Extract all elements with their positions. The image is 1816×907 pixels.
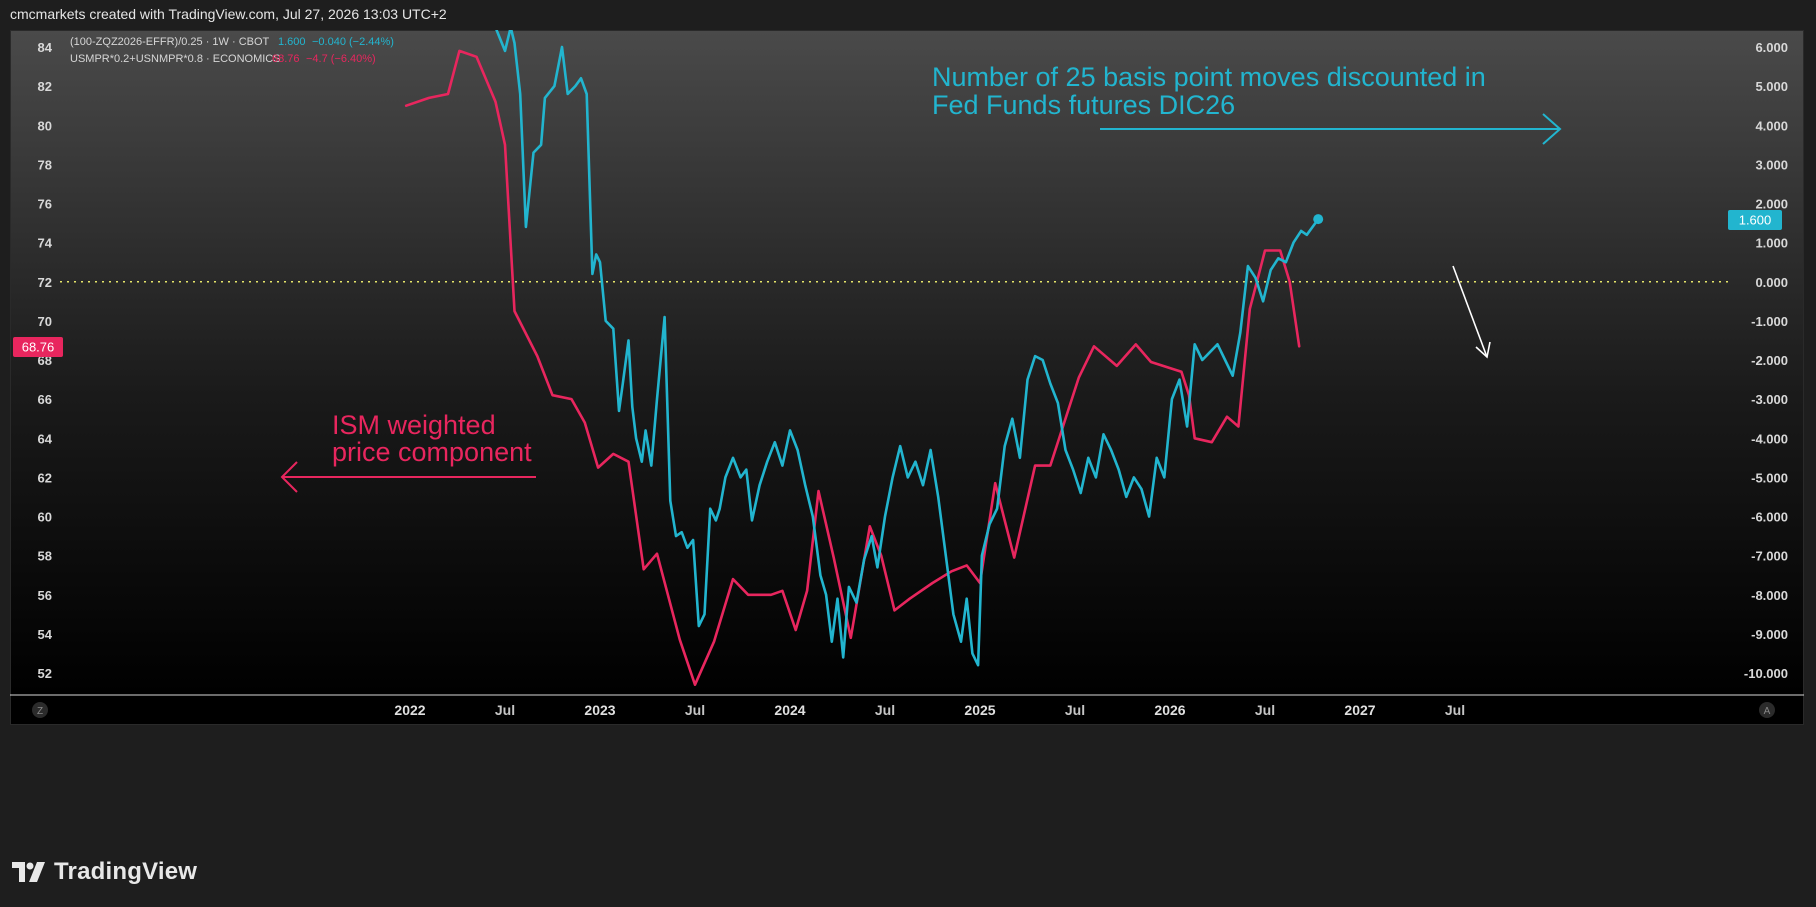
right-axis-tick-label: 2.000 (1755, 197, 1788, 212)
tradingview-logo[interactable]: TradingView (12, 858, 197, 886)
ism-arrow (280, 461, 536, 493)
left-axis-tick-label: 58 (38, 549, 52, 564)
right-axis-tick-label: 0.000 (1755, 275, 1788, 290)
fed-arrow (1100, 113, 1562, 145)
fed-annotation-line1: Number of 25 basis point moves discounte… (932, 62, 1486, 92)
legend: (100-ZQZ2026-EFFR)/0.25 · 1W · CBOT 1.60… (70, 36, 394, 65)
time-axis-tick-label: Jul (875, 702, 895, 718)
left-axis-tick-label: 80 (38, 118, 52, 133)
left-axis-tick-label: 62 (38, 470, 52, 485)
time-axis-tick-label: Jul (685, 702, 705, 718)
ism-annotation-line2: price component (332, 437, 532, 467)
time-axis-tick-label: 2027 (1344, 702, 1375, 718)
time-axis-tick-label: 2022 (394, 702, 425, 718)
right-axis-tick-label: 3.000 (1755, 157, 1788, 172)
right-axis-tick-label: -9.000 (1751, 627, 1788, 642)
ism-annotation-line1: ISM weighted (332, 410, 496, 440)
fed-last-point-marker (1313, 214, 1324, 225)
time-axis-tick-label: 2026 (1154, 702, 1185, 718)
time-axis-tick-label: Jul (495, 702, 515, 718)
left-axis-tick-label: 70 (38, 314, 52, 329)
right-value-badge: 1.600 (1728, 210, 1782, 230)
right-axis-tick-label: -5.000 (1751, 470, 1788, 485)
legend-fed-label: (100-ZQZ2026-EFFR)/0.25 · 1W · CBOT (70, 36, 270, 48)
right-axis-tick-label: -3.000 (1751, 392, 1788, 407)
time-axis-tick-label: Jul (1065, 702, 1085, 718)
fed-annotation-line2: Fed Funds futures DIC26 (932, 90, 1235, 120)
ism-price-series-line (404, 49, 1301, 686)
time-axis-tick-label: Jul (1255, 702, 1275, 718)
left-axis-tick-label: 54 (38, 627, 53, 642)
tradingview-logo-text: TradingView (54, 858, 198, 885)
right-price-axis: 6.000 5.000 4.000 3.000 2.000 1.000 0.000 -1.00… (1744, 40, 1788, 681)
legend-ism-change: −4.7 (−6.40%) (306, 53, 376, 65)
time-axis-tick-label: Jul (1445, 702, 1465, 718)
right-axis-tick-label: 5.000 (1755, 79, 1788, 94)
auto-zoom-button-label: Z (37, 706, 43, 717)
left-axis-tick-label: 84 (38, 40, 53, 55)
right-axis-tick-label: 1.000 (1755, 236, 1788, 251)
left-value-badge: 68.76 (13, 337, 63, 357)
right-axis-tick-label: 4.000 (1755, 118, 1788, 133)
plot-background (10, 30, 1804, 695)
right-axis-tick-label: -10.000 (1744, 666, 1788, 681)
fed-funds-series-line (495, 30, 1320, 667)
legend-fed-change: −0.040 (−2.44%) (312, 36, 394, 48)
left-axis-tick-label: 74 (38, 236, 53, 251)
left-axis-tick-label: 52 (38, 666, 52, 681)
left-axis-tick-label: 82 (38, 79, 52, 94)
right-axis-tick-label: -7.000 (1751, 549, 1788, 564)
time-axis-background (10, 695, 1804, 725)
left-axis-tick-label: 72 (38, 275, 52, 290)
right-value-badge-text: 1.600 (1739, 213, 1772, 228)
down-arrow (1452, 265, 1491, 359)
left-axis-tick-label: 56 (38, 588, 52, 603)
left-axis-tick-label: 60 (38, 510, 52, 525)
right-axis-tick-label: -6.000 (1751, 510, 1788, 525)
auto-scale-button[interactable]: A (1759, 702, 1775, 718)
right-axis-tick-label: -1.000 (1751, 314, 1788, 329)
left-axis-tick-label: 64 (38, 431, 53, 446)
right-axis-tick-label: -2.000 (1751, 353, 1788, 368)
time-axis-tick-label: 2025 (964, 702, 995, 718)
auto-zoom-button[interactable]: Z (32, 702, 48, 718)
legend-fed-value: 1.600 (278, 36, 306, 48)
left-axis-tick-label: 76 (38, 197, 52, 212)
chart-border (10, 30, 1804, 725)
time-axis: 2022 Jul 2023 Jul 2024 Jul 2025 Jul 2026 Jul 2027 J… (394, 702, 1465, 718)
time-axis-tick-label: 2024 (774, 702, 805, 718)
right-axis-tick-label: -4.000 (1751, 431, 1788, 446)
left-axis-tick-label: 66 (38, 392, 52, 407)
chart-credit: cmcmarkets created with TradingView.com,… (10, 6, 447, 22)
right-axis-tick-label: 6.000 (1755, 40, 1788, 55)
left-value-badge-text: 68.76 (22, 340, 55, 355)
legend-ism-value: 68.76 (272, 53, 300, 65)
time-axis-tick-label: 2023 (584, 702, 615, 718)
right-axis-tick-label: -8.000 (1751, 588, 1788, 603)
tradingview-logo-icon (12, 862, 45, 882)
auto-scale-button-label: A (1764, 706, 1771, 717)
legend-ism-label: USMPR*0.2+USNMPR*0.8 · ECONOMICS (70, 53, 281, 65)
left-axis-tick-label: 78 (38, 157, 52, 172)
